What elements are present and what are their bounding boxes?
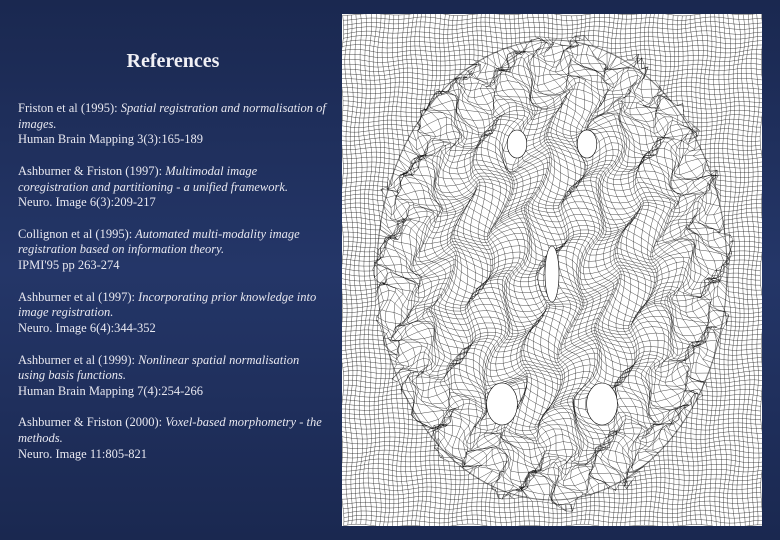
reference-journal: Neuro. Image 11:805-821 <box>18 447 147 461</box>
brain-mesh-figure <box>342 14 762 526</box>
reference-authors: Friston et al (1995): <box>18 101 118 115</box>
warped-grid-svg <box>342 14 762 526</box>
reference-list: Friston et al (1995): Spatial registrati… <box>18 101 328 462</box>
reference-item: Ashburner et al (1999): Nonlinear spatia… <box>18 353 328 400</box>
reference-item: Friston et al (1995): Spatial registrati… <box>18 101 328 148</box>
reference-item: Ashburner & Friston (1997): Multimodal i… <box>18 164 328 211</box>
reference-journal: Neuro. Image 6(3):209-217 <box>18 195 156 209</box>
reference-authors: Ashburner & Friston (2000): <box>18 415 162 429</box>
reference-authors: Collignon et al (1995): <box>18 227 132 241</box>
reference-authors: Ashburner et al (1997): <box>18 290 135 304</box>
reference-journal: Human Brain Mapping 3(3):165-189 <box>18 132 203 146</box>
reference-journal: IPMI'95 pp 263-274 <box>18 258 120 272</box>
reference-item: Collignon et al (1995): Automated multi-… <box>18 227 328 274</box>
section-heading: References <box>18 50 328 73</box>
reference-journal: Neuro. Image 6(4):344-352 <box>18 321 156 335</box>
reference-authors: Ashburner & Friston (1997): <box>18 164 162 178</box>
reference-journal: Human Brain Mapping 7(4):254-266 <box>18 384 203 398</box>
references-column: References Friston et al (1995): Spatial… <box>18 50 328 478</box>
reference-authors: Ashburner et al (1999): <box>18 353 135 367</box>
reference-item: Ashburner et al (1997): Incorporating pr… <box>18 290 328 337</box>
reference-item: Ashburner & Friston (2000): Voxel-based … <box>18 415 328 462</box>
